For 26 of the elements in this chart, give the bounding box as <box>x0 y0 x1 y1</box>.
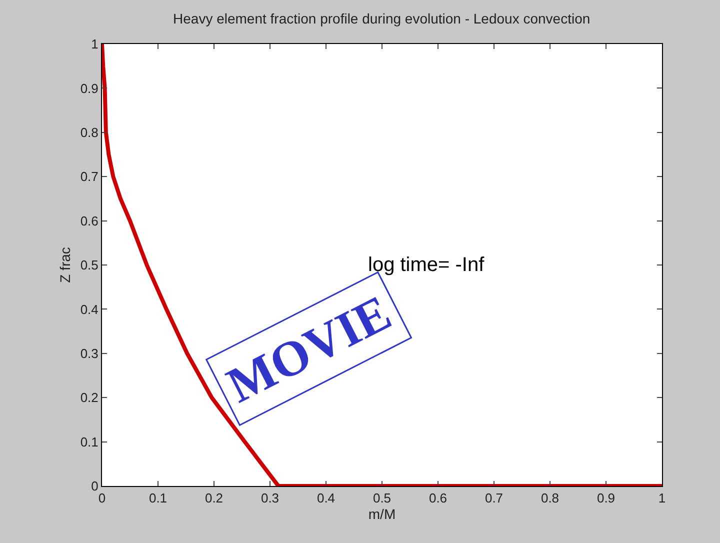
x-tick-label: 0.2 <box>204 490 224 506</box>
y-tick-label: 0.5 <box>80 258 98 273</box>
x-tick-label: 0.1 <box>148 490 168 506</box>
y-axis-title: Z frac <box>56 247 73 283</box>
y-tick-label: 0.8 <box>80 124 98 140</box>
x-tick-label: 0.4 <box>316 490 336 506</box>
x-tick-label: 0.7 <box>484 490 504 506</box>
x-tick-label: 1 <box>658 490 666 506</box>
y-tick-label: 0.1 <box>80 434 98 450</box>
y-tick-label: 0.9 <box>80 80 98 96</box>
y-tick-label: 0.3 <box>80 346 98 361</box>
y-tick-label: 1 <box>91 36 98 52</box>
y-tick-label: 0.2 <box>80 390 98 406</box>
x-tick-label: 0.3 <box>260 490 280 506</box>
x-tick-label: 0.8 <box>540 490 560 506</box>
x-tick-label: 0.6 <box>428 490 448 506</box>
y-tick-label: 0.4 <box>80 302 98 317</box>
y-tick-label: 0.7 <box>80 169 98 184</box>
y-tick-label: 0.6 <box>80 213 98 228</box>
x-tick-label: 0.5 <box>372 490 392 506</box>
x-axis-title: m/M <box>368 506 396 522</box>
chart-title: Heavy element fraction profile during evolution - Ledoux convection <box>173 10 590 26</box>
y-tick-label: 0 <box>91 478 98 494</box>
x-tick-label: 0.9 <box>596 490 616 506</box>
line-series <box>102 44 662 486</box>
annotation: log time= -Inf <box>368 254 485 276</box>
